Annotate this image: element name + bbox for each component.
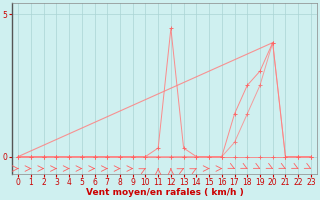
X-axis label: Vent moyen/en rafales ( km/h ): Vent moyen/en rafales ( km/h ) <box>86 188 244 197</box>
